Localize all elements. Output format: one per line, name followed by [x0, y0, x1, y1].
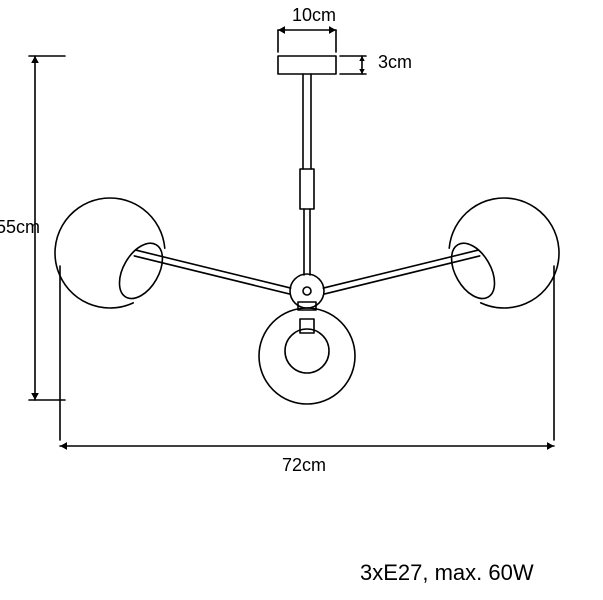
diagram-canvas: 10cm 3cm 55cm 72cm 3xE27, max. 60W: [0, 0, 603, 600]
diagram-svg: [0, 0, 603, 600]
label-spec: 3xE27, max. 60W: [360, 562, 534, 584]
label-canopy-width: 10cm: [292, 6, 336, 24]
label-overall-height: 55cm: [0, 218, 40, 236]
label-canopy-height: 3cm: [378, 53, 412, 71]
label-overall-width: 72cm: [282, 456, 326, 474]
